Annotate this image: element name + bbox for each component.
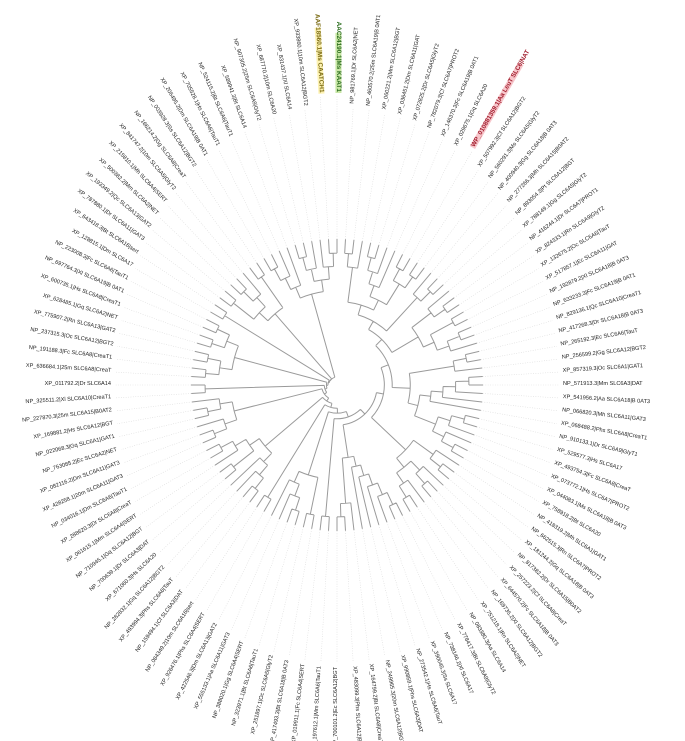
svg-text:NP_700101.2|Ec SLC6A12|BGT: NP_700101.2|Ec SLC6A12|BGT — [333, 666, 339, 741]
svg-text:NP_571913.3|Mm SLC6A3|DAT: NP_571913.3|Mm SLC6A3|DAT — [563, 381, 643, 387]
svg-text:XP_011792.2|Dr SLC6A14: XP_011792.2|Dr SLC6A14 — [45, 381, 111, 387]
svg-text:AAC24190.1|Ms KAAT1: AAC24190.1|Ms KAAT1 — [335, 22, 342, 93]
